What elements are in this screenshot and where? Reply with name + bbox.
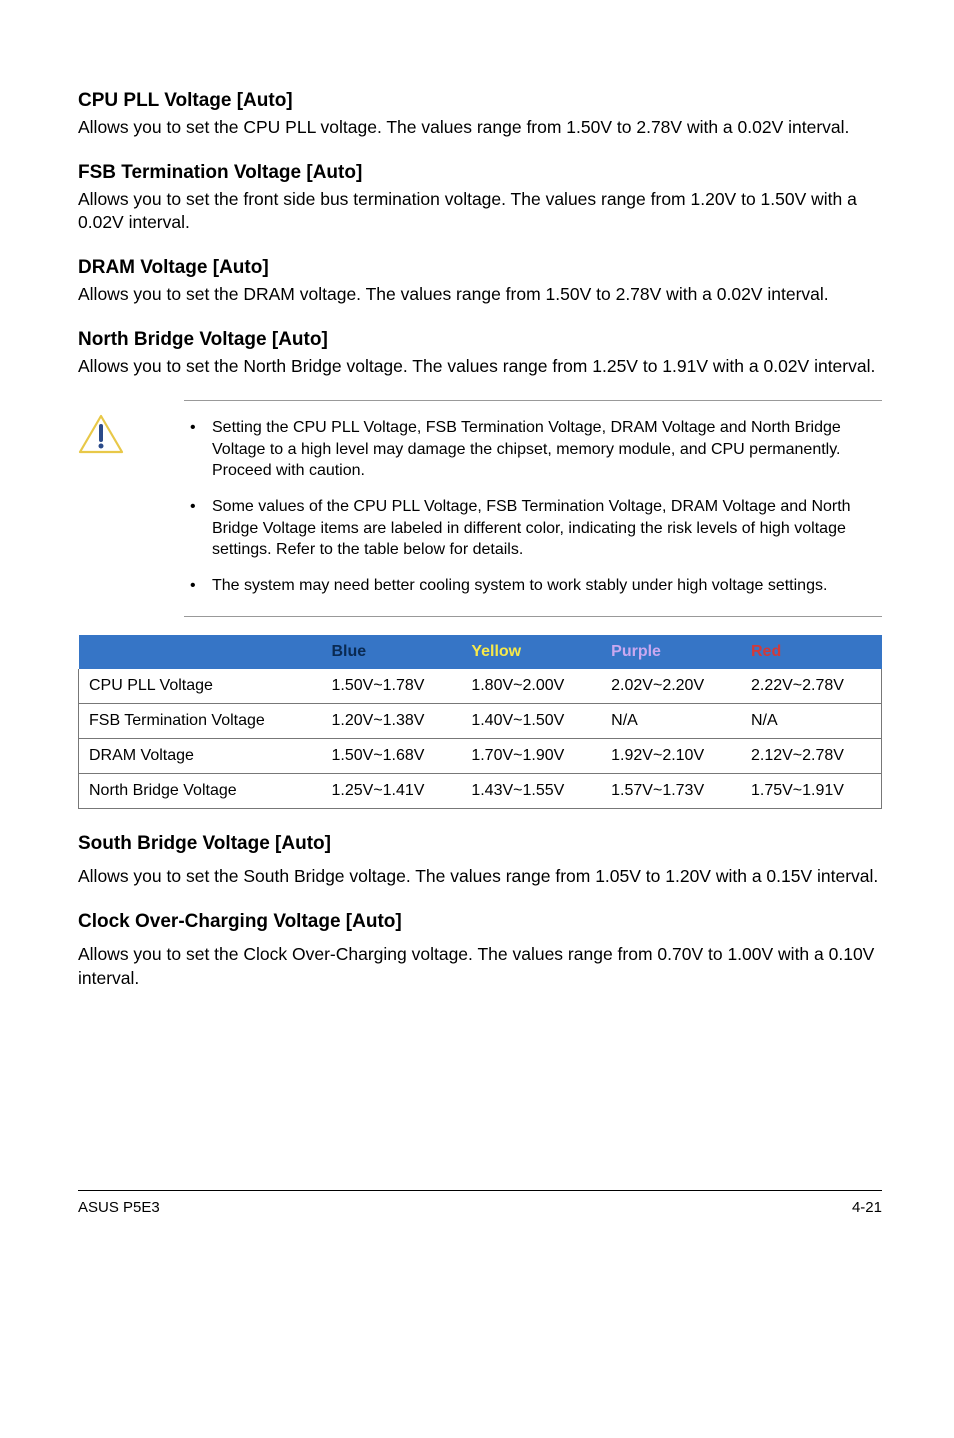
table-row: DRAM Voltage 1.50V~1.68V 1.70V~1.90V 1.9…	[79, 739, 882, 774]
heading: Clock Over-Charging Voltage [Auto]	[78, 911, 882, 933]
body-text: Allows you to set the DRAM voltage. The …	[78, 283, 882, 307]
cell: 1.43V~1.55V	[461, 774, 601, 809]
table-row: FSB Termination Voltage 1.20V~1.38V 1.40…	[79, 704, 882, 739]
section-fsb-termination: FSB Termination Voltage [Auto] Allows yo…	[78, 162, 882, 235]
caution-icon	[78, 414, 124, 454]
footer-left: ASUS P5E3	[78, 1199, 160, 1216]
cell: 1.40V~1.50V	[461, 704, 601, 739]
caution-text: Some values of the CPU PLL Voltage, FSB …	[212, 496, 882, 561]
row-label: CPU PLL Voltage	[79, 669, 322, 704]
table-header-empty	[79, 635, 322, 669]
page-footer: ASUS P5E3 4-21	[78, 1190, 882, 1216]
caution-callout: • Setting the CPU PLL Voltage, FSB Termi…	[78, 400, 882, 617]
caution-item: • The system may need better cooling sys…	[184, 575, 882, 597]
row-label: FSB Termination Voltage	[79, 704, 322, 739]
section-south-bridge: South Bridge Voltage [Auto] Allows you t…	[78, 833, 882, 889]
section-dram: DRAM Voltage [Auto] Allows you to set th…	[78, 257, 882, 307]
caution-item: • Some values of the CPU PLL Voltage, FS…	[184, 496, 882, 561]
section-clock-overcharging: Clock Over-Charging Voltage [Auto] Allow…	[78, 911, 882, 990]
cell: N/A	[741, 704, 882, 739]
table-row: North Bridge Voltage 1.25V~1.41V 1.43V~1…	[79, 774, 882, 809]
table-row: CPU PLL Voltage 1.50V~1.78V 1.80V~2.00V …	[79, 669, 882, 704]
cell: 1.92V~2.10V	[601, 739, 741, 774]
row-label: DRAM Voltage	[79, 739, 322, 774]
caution-text: The system may need better cooling syste…	[212, 575, 882, 597]
cell: 1.20V~1.38V	[322, 704, 462, 739]
cell: 2.12V~2.78V	[741, 739, 882, 774]
cell: 1.70V~1.90V	[461, 739, 601, 774]
cell: 2.22V~2.78V	[741, 669, 882, 704]
heading: CPU PLL Voltage [Auto]	[78, 90, 882, 112]
heading: North Bridge Voltage [Auto]	[78, 329, 882, 351]
section-cpu-pll: CPU PLL Voltage [Auto] Allows you to set…	[78, 90, 882, 140]
cell: 1.75V~1.91V	[741, 774, 882, 809]
body-text: Allows you to set the CPU PLL voltage. T…	[78, 116, 882, 140]
heading: South Bridge Voltage [Auto]	[78, 833, 882, 855]
heading: DRAM Voltage [Auto]	[78, 257, 882, 279]
cell: 2.02V~2.20V	[601, 669, 741, 704]
bullet-icon: •	[184, 496, 212, 561]
table-header-red: Red	[741, 635, 882, 669]
bullet-icon: •	[184, 575, 212, 597]
body-text: Allows you to set the North Bridge volta…	[78, 355, 882, 379]
cell: N/A	[601, 704, 741, 739]
body-text: Allows you to set the front side bus ter…	[78, 188, 882, 235]
body-text: Allows you to set the Clock Over-Chargin…	[78, 943, 882, 990]
cell: 1.80V~2.00V	[461, 669, 601, 704]
caution-content: • Setting the CPU PLL Voltage, FSB Termi…	[184, 400, 882, 617]
table-header-yellow: Yellow	[461, 635, 601, 669]
heading: FSB Termination Voltage [Auto]	[78, 162, 882, 184]
section-north-bridge: North Bridge Voltage [Auto] Allows you t…	[78, 329, 882, 379]
table-header-blue: Blue	[322, 635, 462, 669]
table-header-purple: Purple	[601, 635, 741, 669]
cell: 1.57V~1.73V	[601, 774, 741, 809]
cell: 1.50V~1.78V	[322, 669, 462, 704]
caution-text: Setting the CPU PLL Voltage, FSB Termina…	[212, 417, 882, 482]
cell: 1.25V~1.41V	[322, 774, 462, 809]
row-label: North Bridge Voltage	[79, 774, 322, 809]
caution-item: • Setting the CPU PLL Voltage, FSB Termi…	[184, 417, 882, 482]
bullet-icon: •	[184, 417, 212, 482]
page: CPU PLL Voltage [Auto] Allows you to set…	[0, 0, 954, 1256]
cell: 1.50V~1.68V	[322, 739, 462, 774]
footer-right: 4-21	[852, 1199, 882, 1216]
body-text: Allows you to set the South Bridge volta…	[78, 865, 882, 889]
voltage-table: Blue Yellow Purple Red CPU PLL Voltage 1…	[78, 635, 882, 809]
